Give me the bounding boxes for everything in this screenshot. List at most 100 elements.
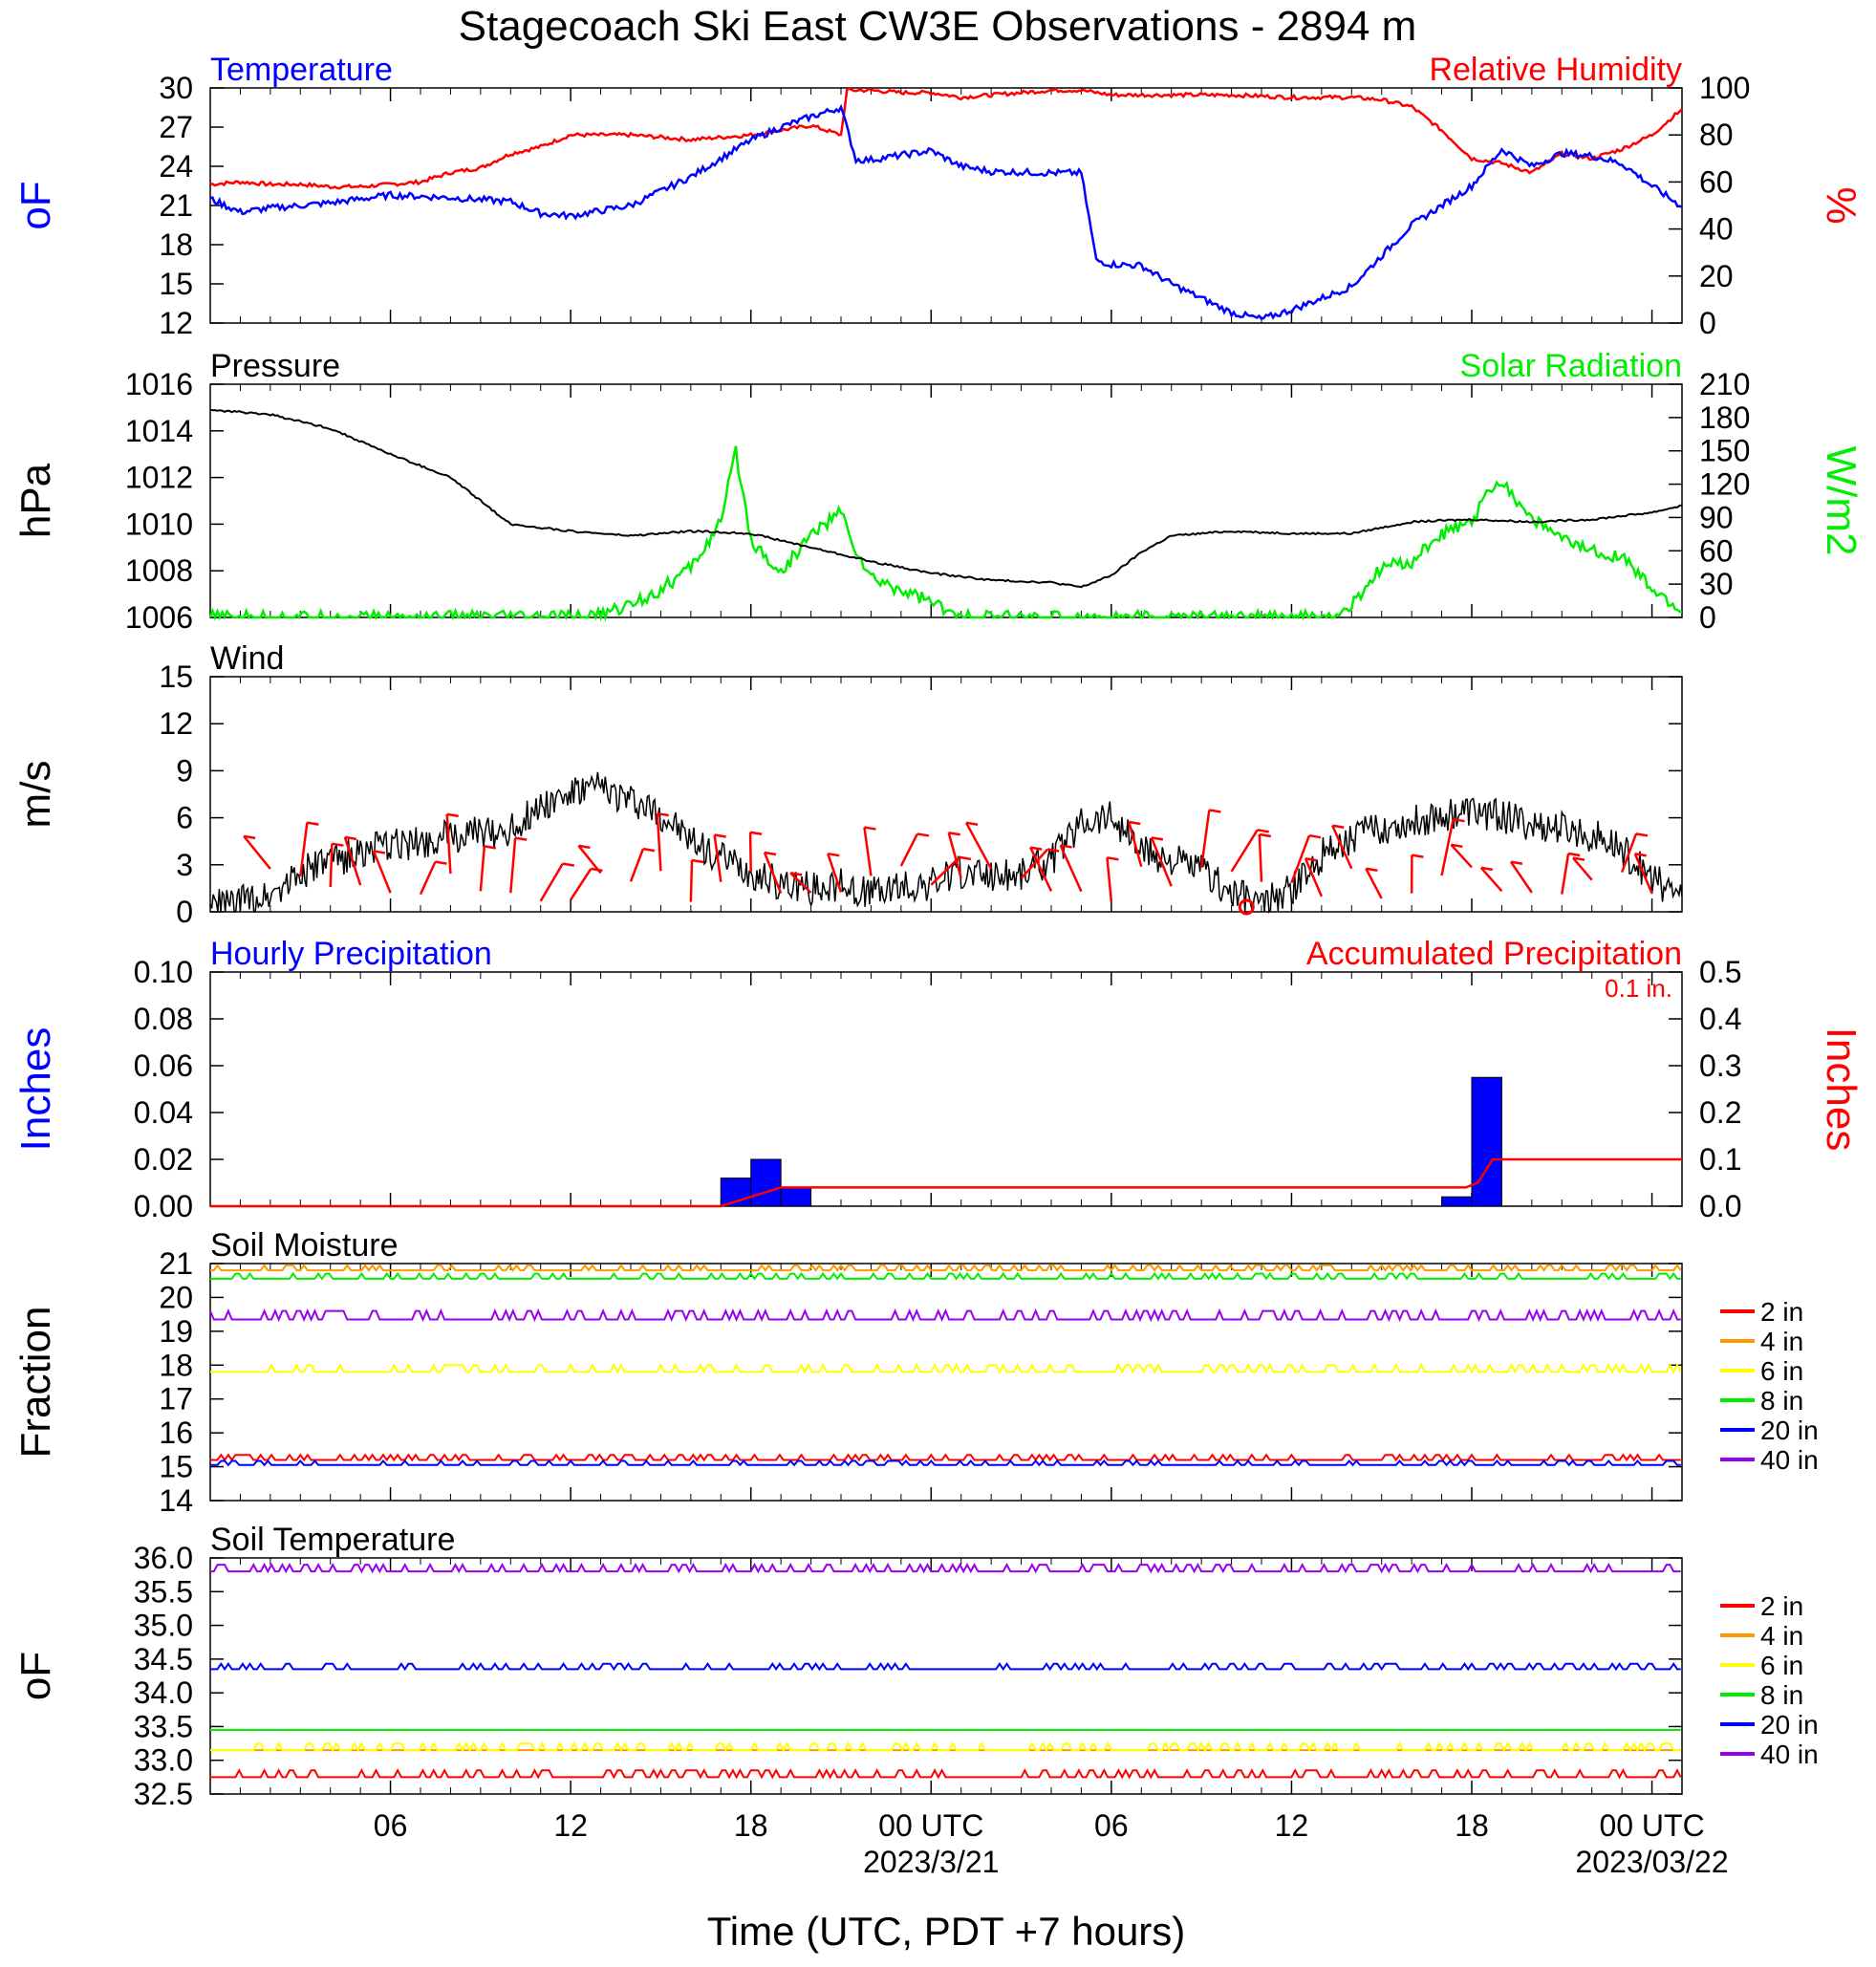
wind-barb (1304, 857, 1324, 897)
wind-barb-flag (1151, 836, 1164, 841)
series-temperature (209, 103, 1683, 321)
wind-barb-flag (1046, 848, 1060, 853)
x-tick-label: 00 UTC (878, 1808, 983, 1843)
x-tick-label: 12 (1275, 1808, 1309, 1843)
y-tick-label-left: 9 (176, 753, 193, 788)
y-axis-unit-left: hPa (12, 463, 59, 538)
y-tick-label-left: 12 (159, 706, 193, 741)
panel-frame-precip (209, 971, 1683, 1207)
panel-frame-pressure_solar (209, 383, 1683, 618)
y-tick-label-right: 0.0 (1699, 1189, 1741, 1223)
y-tick-label-left: 35.0 (134, 1609, 193, 1643)
y-tick-label-right: 30 (1699, 567, 1734, 601)
wind-barb-flag (1572, 856, 1585, 861)
wind-barb-flag (1453, 817, 1465, 823)
series-soil-2-in (210, 1453, 1681, 1462)
panel-frame-soil_temp (209, 1557, 1683, 1795)
wind-barb (1479, 867, 1503, 893)
wind-barb-flag (307, 821, 319, 826)
calm-wind-marker (1238, 898, 1255, 916)
wind-barb-flag (657, 811, 669, 817)
panel-frame-temp_rh (209, 87, 1683, 324)
panel-title-right: Relative Humidity (1429, 52, 1682, 88)
wind-barb (445, 813, 452, 875)
legend-label: 2 in (1760, 1591, 1803, 1621)
accumulated-total-note: 0.1 in. (1605, 974, 1672, 1003)
wind-barb (1440, 818, 1455, 876)
wind-barb-flag (1259, 832, 1272, 838)
y-tick-label-left: 0 (176, 895, 193, 929)
y-tick-label-right: 120 (1699, 467, 1750, 502)
wind-barb (930, 856, 960, 886)
wind-barb-flag (1634, 853, 1648, 857)
panel-frame-soil_moisture (209, 1263, 1683, 1502)
series-soil-6-in (210, 1363, 1682, 1374)
wind-barb-flag (749, 831, 763, 836)
wind-barb (1633, 853, 1653, 895)
wind-barb-flag (446, 812, 459, 818)
y-tick-label-right: 40 (1699, 212, 1734, 247)
y-tick-label-right: 0.4 (1699, 1002, 1741, 1036)
wind-barb (713, 834, 722, 882)
wind-barb-flag (514, 836, 528, 841)
wind-barb (1020, 848, 1049, 879)
y-tick-label-left: 21 (159, 188, 193, 223)
x-tick-label: 18 (1455, 1808, 1489, 1843)
y-tick-label-left: 34.5 (134, 1642, 193, 1676)
precip-bar (1471, 1076, 1502, 1207)
panel-title-left: Pressure (210, 348, 340, 384)
precip-bar (1441, 1196, 1473, 1207)
y-tick-label-left: 36.0 (134, 1541, 193, 1575)
wind-barb (479, 846, 486, 892)
y-tick-label-left: 27 (159, 110, 193, 144)
y-tick-label-right: 180 (1699, 400, 1750, 435)
y-tick-label-left: 30 (159, 71, 193, 105)
x-tick-label: 06 (374, 1808, 408, 1843)
y-tick-label-left: 3 (176, 848, 193, 882)
legend-label: 2 in (1760, 1297, 1803, 1327)
y-tick-label-right: 0.5 (1699, 955, 1741, 989)
y-tick-label-left: 12 (159, 306, 193, 340)
y-tick-label-left: 33.5 (134, 1709, 193, 1743)
wind-barb (789, 872, 812, 894)
x-tick-date: 2023/03/22 (1575, 1845, 1728, 1879)
wind-barb (827, 853, 843, 893)
y-tick-label-left: 1006 (125, 600, 193, 635)
wind-barb (1258, 833, 1263, 882)
series-soil-8-in (210, 1271, 1681, 1281)
y-tick-label-left: 1008 (125, 553, 193, 588)
panel-title-left: Temperature (210, 52, 393, 88)
wind-barb (1620, 832, 1638, 874)
y-tick-label-left: 21 (159, 1246, 193, 1281)
y-tick-label-right: 60 (1699, 533, 1734, 568)
y-axis-unit-left: oF (12, 1652, 59, 1700)
wind-barb-flag (959, 855, 972, 861)
y-tick-label-left: 15 (159, 267, 193, 301)
wind-barb (1106, 857, 1113, 902)
x-tick-date: 2023/3/21 (863, 1845, 999, 1879)
wind-barb (299, 822, 309, 877)
series-pressure (209, 408, 1682, 589)
wind-barb (1150, 836, 1173, 887)
wind-barb (1572, 856, 1593, 881)
precip-bar (750, 1158, 782, 1207)
y-axis-unit-left: oF (12, 181, 59, 229)
wind-barb (419, 861, 437, 896)
x-tick-label: 06 (1094, 1808, 1129, 1843)
y-tick-label-left: 1016 (125, 367, 193, 401)
wind-barb (343, 836, 362, 886)
wind-barb-flag (714, 833, 726, 838)
wind-barb (1199, 810, 1211, 869)
y-tick-label-left: 0.08 (134, 1002, 193, 1036)
wind-barb (763, 852, 783, 895)
y-tick-label-left: 0.00 (134, 1189, 193, 1223)
wind-barb-flag (1305, 857, 1318, 862)
wind-barb (899, 832, 918, 867)
x-tick-label: 12 (553, 1808, 588, 1843)
wind-barb (539, 863, 564, 902)
wind-barb-flag (1209, 809, 1221, 813)
wind-barb-flag (435, 860, 447, 865)
wind-barb-flag (764, 851, 777, 856)
panel-title-left: Hourly Precipitation (210, 936, 492, 972)
